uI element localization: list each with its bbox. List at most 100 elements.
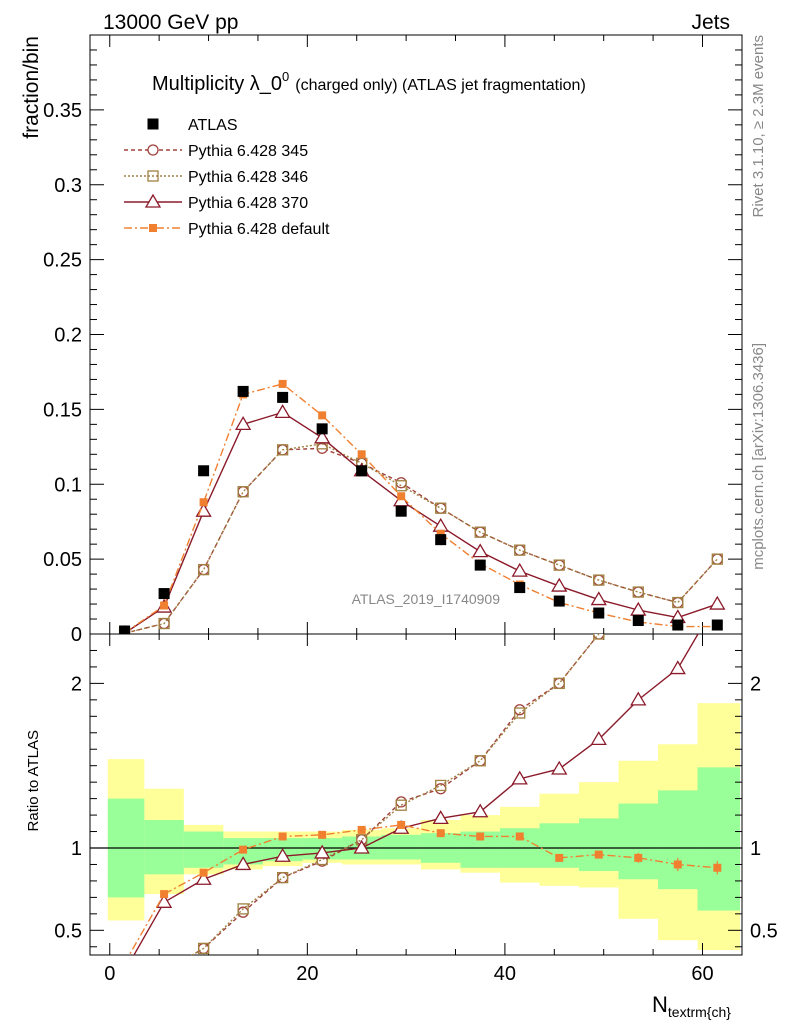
ratio-point-pdefault (476, 832, 485, 841)
ratio-bands (107, 703, 741, 951)
ratio-point-pdefault (515, 832, 524, 841)
ratio-point-p345 (474, 755, 486, 767)
point-atlas (672, 619, 684, 631)
ratio-point-p346 (474, 755, 486, 767)
point-pdefault (397, 492, 406, 501)
point-pdefault (160, 601, 169, 610)
ratio-point-p370 (314, 844, 331, 859)
ratio-point-pdefault (160, 890, 169, 899)
ratio-point-p370 (274, 847, 291, 862)
point-p346 (395, 480, 407, 492)
ratio-point-p345 (673, 530, 683, 540)
point-p345 (632, 586, 644, 598)
legend-marker-p345 (147, 144, 159, 156)
legend-item-p346: Pythia 6.428 346 (124, 169, 308, 186)
point-p345 (435, 502, 447, 514)
ratio-point-p345 (553, 677, 565, 690)
ratio-point-p345 (395, 796, 407, 808)
ratio-point-p346 (435, 779, 447, 792)
y-tick-label: 0 (71, 624, 82, 646)
point-atlas (277, 391, 289, 403)
legend: ATLAS Pythia 6.428 345 Pythia 6.428 346 Pyt… (124, 117, 330, 238)
main-series (118, 379, 726, 634)
ratio-point-p370 (234, 856, 252, 871)
series-line-p346 (124, 443, 718, 634)
ratio-tick-label-right: 1 (750, 838, 761, 860)
legend-label-atlas: ATLAS (188, 117, 238, 134)
y-tick-label: 0.25 (43, 250, 82, 272)
point-p346 (672, 596, 684, 609)
ratio-series (120, 530, 722, 981)
point-p370 (511, 562, 528, 577)
x-tick-label: 40 (494, 963, 516, 985)
ratio-tick-label-right: 2 (750, 673, 761, 695)
ratio-point-p346 (276, 871, 289, 884)
legend-marker-pdefault (149, 224, 157, 232)
ratio-point-p346 (120, 971, 130, 981)
y-tick-label: 0.05 (43, 549, 82, 571)
ratio-point-p346 (553, 677, 565, 690)
chart-title: Multiplicity λ_00 (charged only) (ATLAS j… (152, 69, 586, 95)
ratio-series-p370 (133, 634, 699, 955)
point-p370 (234, 416, 252, 431)
point-pdefault (357, 450, 366, 459)
ratio-point-p346 (159, 966, 169, 976)
ratio-point-pdefault (436, 829, 445, 838)
band-inner-bin (579, 818, 619, 872)
ratio-point-p346 (514, 707, 526, 719)
ratio-point-pdefault (397, 820, 406, 829)
point-p370 (274, 404, 291, 419)
legend-label-p346: Pythia 6.428 346 (188, 169, 308, 186)
ratio-point-pdefault (357, 825, 366, 834)
watermark: ATLAS_2019_I1740909 (352, 591, 501, 607)
point-atlas (593, 607, 605, 619)
ratio-point-pdefault (673, 860, 682, 869)
point-p346 (593, 574, 605, 586)
point-p346 (237, 486, 249, 498)
point-p345 (395, 477, 407, 489)
point-pdefault (436, 529, 445, 538)
ratio-point-p370 (669, 660, 686, 675)
ratio-tick-label: 0.5 (54, 920, 82, 942)
ratio-series-pdefault (128, 820, 722, 955)
x-tick-label: 0 (104, 963, 115, 985)
chart-title-suffix: (charged only) (ATLAS jet fragmentation) (295, 77, 586, 94)
point-atlas (356, 465, 368, 477)
ratio-point-p370 (432, 810, 449, 825)
header-left: 13000 GeV pp (103, 11, 238, 34)
x-axis-label-main: N (652, 992, 668, 1017)
point-atlas (119, 625, 131, 634)
point-p346 (474, 526, 486, 538)
x-axis-label-sub: textrm{ch} (668, 1004, 731, 1020)
header-right: Jets (691, 11, 730, 34)
point-atlas (514, 582, 526, 594)
chart-title-sup: 0 (282, 69, 289, 84)
ratio-point-p345 (276, 871, 289, 884)
series-line-pdefault (124, 383, 718, 634)
point-p345 (237, 486, 249, 498)
y-tick-label: 0.2 (54, 325, 82, 347)
point-p370 (472, 543, 489, 558)
y-tick-label: 0.15 (43, 399, 82, 421)
point-atlas (553, 595, 565, 607)
ratio-point-p370 (472, 803, 489, 818)
ratio-point-pdefault (239, 845, 248, 854)
legend-marker-atlas (147, 118, 159, 130)
ratio-point-pdefault (555, 853, 564, 862)
ratio-point-pdefault (594, 850, 603, 859)
ratio-point-p346 (197, 942, 210, 955)
y-tick-label: 0.3 (54, 175, 82, 197)
ratio-point-p370 (511, 770, 528, 785)
point-atlas (158, 588, 170, 600)
point-atlas (632, 615, 644, 627)
point-p370 (551, 577, 568, 592)
ratio-point-p370 (195, 870, 212, 885)
point-pdefault (199, 498, 208, 507)
band-inner-bin (144, 820, 184, 875)
ratio-frame (89, 633, 743, 956)
legend-item-atlas: ATLAS (147, 117, 238, 134)
point-p345 (553, 559, 565, 571)
band-inner-bin (658, 790, 698, 890)
ratio-line-p370 (133, 634, 699, 955)
point-pdefault (318, 411, 327, 420)
